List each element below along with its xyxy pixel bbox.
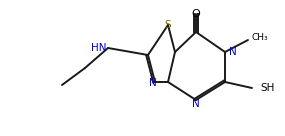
Text: CH₃: CH₃: [252, 33, 269, 41]
Text: N: N: [149, 78, 157, 88]
Text: HN: HN: [91, 43, 106, 53]
Text: SH: SH: [260, 83, 274, 93]
Text: N: N: [192, 99, 200, 109]
Text: O: O: [192, 9, 200, 19]
Text: N: N: [229, 47, 237, 57]
Text: S: S: [165, 20, 171, 30]
